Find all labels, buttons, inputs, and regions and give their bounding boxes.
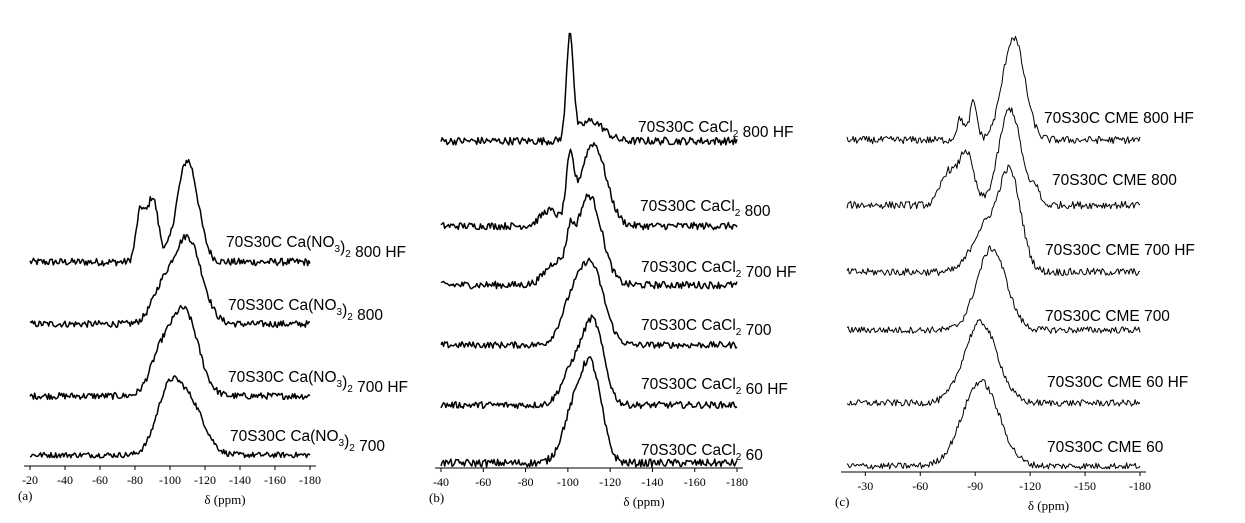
series-label: 70S30C Ca(NO3)2 700 HF bbox=[228, 369, 408, 396]
spectrum-line bbox=[846, 164, 1141, 277]
x-tick-label: -30 bbox=[857, 479, 873, 493]
x-tick-label: -160 bbox=[264, 473, 286, 487]
x-axis-label: δ (ppm) bbox=[204, 492, 245, 507]
spectrum-line bbox=[846, 318, 1141, 407]
x-axis-label: δ (ppm) bbox=[1028, 498, 1069, 513]
x-tick-label: -20 bbox=[22, 473, 38, 487]
panel-1: -20 -40 -60 -80 -100 -120 -140 -160 -180 δ (ppm) (… bbox=[18, 158, 408, 507]
x-tick-label: -60 bbox=[92, 473, 108, 487]
x-tick-label: -150 bbox=[1074, 479, 1096, 493]
spectrum-line bbox=[846, 36, 1141, 145]
spectrum-line bbox=[29, 233, 311, 329]
panel-2: -40 -60 -80 -100 -120 -140 -160 -180 δ (ppm) (b) 7… bbox=[429, 32, 796, 509]
spectrum-line bbox=[440, 32, 738, 146]
series-label: 70S30C CaCl2 60 HF bbox=[641, 376, 788, 398]
panel-label: (b) bbox=[429, 490, 444, 505]
x-tick-label: -180 bbox=[1129, 479, 1151, 493]
spectrum-line bbox=[846, 379, 1141, 470]
panel-3: -30 -60 -90 -120 -150 -180 δ (ppm) (c) 70S30C CM… bbox=[835, 36, 1195, 513]
series-label: 70S30C CaCl2 60 bbox=[641, 442, 763, 464]
x-tick-label: -80 bbox=[127, 473, 143, 487]
series-label: 70S30C CaCl2 800 bbox=[640, 198, 771, 220]
series-label: 70S30C Ca(NO3)2 800 HF bbox=[226, 234, 406, 261]
series-label: 70S30C CME 700 bbox=[1045, 308, 1170, 325]
panel-label: (c) bbox=[835, 494, 849, 509]
x-tick-label: -140 bbox=[229, 473, 251, 487]
spectrum-line bbox=[846, 245, 1141, 334]
spectrum-line bbox=[846, 107, 1141, 210]
series-label: 70S30C Ca(NO3)2 700 bbox=[230, 428, 385, 455]
x-tick-label: -90 bbox=[967, 479, 983, 493]
x-tick-label: -80 bbox=[518, 475, 534, 489]
series-label: 70S30C Ca(NO3)2 800 bbox=[228, 297, 383, 324]
x-tick-label: -100 bbox=[557, 475, 579, 489]
spectrum-line bbox=[440, 356, 738, 468]
series-label: 70S30C CaCl2 700 bbox=[641, 317, 772, 339]
x-tick-label: -120 bbox=[194, 473, 216, 487]
series-label: 70S30C CME 60 bbox=[1047, 439, 1164, 456]
x-axis-label: δ (ppm) bbox=[623, 494, 664, 509]
x-tick-label: -140 bbox=[641, 475, 663, 489]
spectrum-line bbox=[440, 257, 738, 349]
series-label: 70S30C CME 700 HF bbox=[1045, 242, 1195, 259]
x-tick-label: -160 bbox=[684, 475, 706, 489]
x-tick-label: -40 bbox=[433, 475, 449, 489]
spectrum-line bbox=[440, 193, 738, 290]
x-tick-label: -100 bbox=[159, 473, 181, 487]
x-tick-label: -120 bbox=[1019, 479, 1041, 493]
x-tick-label: -120 bbox=[599, 475, 621, 489]
spectrum-line bbox=[29, 304, 311, 401]
series-label: 70S30C CaCl2 800 HF bbox=[638, 119, 793, 141]
x-tick-label: -60 bbox=[475, 475, 491, 489]
x-tick-label: -60 bbox=[912, 479, 928, 493]
series-label: 70S30C CaCl2 700 HF bbox=[641, 259, 796, 281]
series-label: 70S30C CME 800 HF bbox=[1044, 110, 1194, 127]
series-label: 70S30C CME 60 HF bbox=[1047, 374, 1188, 391]
x-tick-label: -180 bbox=[726, 475, 748, 489]
x-tick-label: -40 bbox=[57, 473, 73, 487]
spectrum-line bbox=[440, 142, 738, 231]
spectrum-line bbox=[29, 375, 311, 459]
series-label: 70S30C CME 800 bbox=[1052, 172, 1177, 189]
x-tick-label: -180 bbox=[299, 473, 321, 487]
spectrum-line bbox=[29, 158, 311, 267]
panel-label: (a) bbox=[18, 488, 32, 503]
spectrum-line bbox=[440, 314, 738, 410]
